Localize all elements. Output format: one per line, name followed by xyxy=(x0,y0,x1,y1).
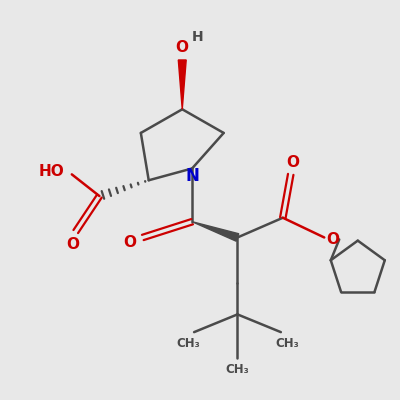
Text: CH₃: CH₃ xyxy=(176,338,200,350)
Text: HO: HO xyxy=(38,164,64,179)
Text: O: O xyxy=(66,237,79,252)
Text: O: O xyxy=(326,232,340,247)
Text: O: O xyxy=(286,155,299,170)
Text: H: H xyxy=(192,30,203,44)
Text: CH₃: CH₃ xyxy=(226,363,249,376)
Text: O: O xyxy=(176,40,189,55)
Polygon shape xyxy=(178,60,186,109)
Text: N: N xyxy=(185,166,199,184)
Text: CH₃: CH₃ xyxy=(275,338,299,350)
Text: O: O xyxy=(124,235,137,250)
Polygon shape xyxy=(192,222,239,241)
